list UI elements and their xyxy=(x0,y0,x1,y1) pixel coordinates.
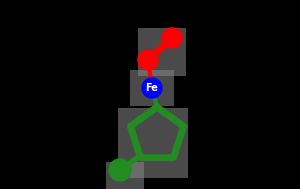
Circle shape xyxy=(162,28,182,48)
Circle shape xyxy=(138,50,158,70)
Bar xyxy=(106,162,144,189)
Text: Fe: Fe xyxy=(146,83,158,93)
Bar xyxy=(138,28,186,76)
Circle shape xyxy=(142,78,162,98)
Bar xyxy=(118,108,188,178)
Circle shape xyxy=(109,159,131,181)
Bar xyxy=(130,70,174,106)
